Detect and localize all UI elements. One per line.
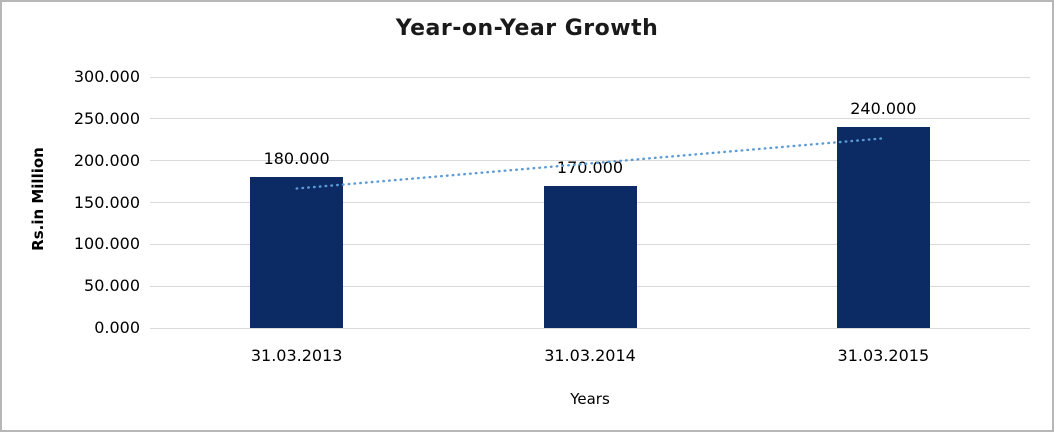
data-label: 170.000 [556, 157, 624, 177]
x-tick-label: 31.03.2015 [837, 346, 930, 365]
data-label: 180.000 [263, 149, 330, 169]
y-tick-label: 100.000 [73, 234, 140, 254]
data-label: 240.000 [850, 99, 917, 119]
bar [836, 127, 930, 328]
x-tick-label: 31.03.2013 [250, 346, 343, 365]
y-tick-label: 50.000 [84, 276, 140, 296]
gridline [150, 76, 1030, 78]
y-tick-label: 150.000 [73, 192, 140, 212]
bar [543, 185, 637, 328]
x-tick-label: 31.03.2014 [544, 346, 636, 365]
y-tick-label: 0.000 [94, 318, 140, 337]
gridline [150, 118, 1030, 120]
bar [250, 177, 344, 328]
y-tick-label: 200.000 [73, 150, 140, 170]
chart-title: Year-on-Year Growth [395, 16, 659, 41]
x-axis-title: Years [570, 390, 610, 408]
y-tick-label: 250.000 [73, 108, 140, 128]
y-tick-label: 300.000 [73, 67, 140, 86]
gridline [150, 327, 1030, 329]
